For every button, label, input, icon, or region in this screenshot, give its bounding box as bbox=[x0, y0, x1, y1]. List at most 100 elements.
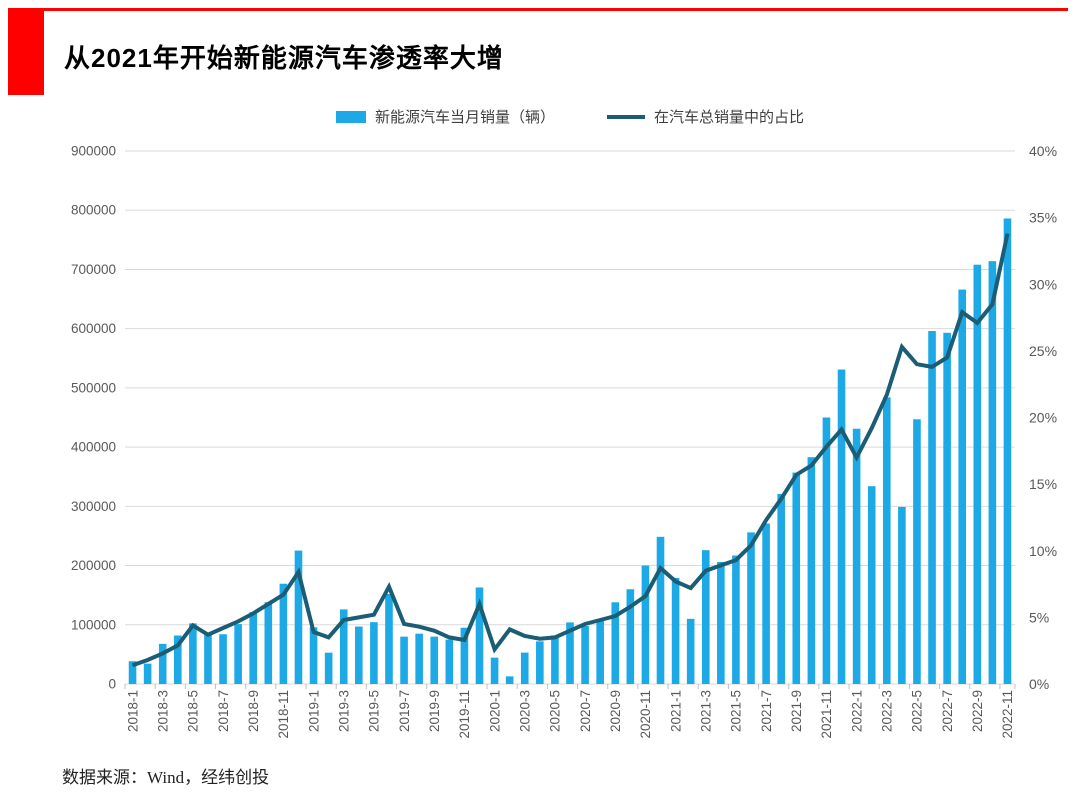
bar-2022-8 bbox=[958, 289, 967, 684]
bar-2019-4 bbox=[355, 626, 363, 684]
y-axis-left-tick-label: 900000 bbox=[71, 144, 116, 159]
bar-2019-7 bbox=[400, 636, 408, 684]
bar-2019-10 bbox=[445, 639, 454, 684]
y-axis-right-tick-label: 35% bbox=[1029, 210, 1057, 226]
y-axis-right-tick-label: 40% bbox=[1029, 143, 1057, 159]
x-axis-tick-label: 2019-3 bbox=[336, 690, 351, 732]
x-axis-tick-label: 2018-3 bbox=[155, 690, 170, 732]
y-axis-right-tick-label: 30% bbox=[1029, 276, 1057, 292]
bar-2022-4 bbox=[898, 506, 906, 684]
x-axis-tick-label: 2021-7 bbox=[759, 690, 774, 732]
line-series-swatch-icon bbox=[607, 114, 645, 119]
penetration-line bbox=[131, 233, 1010, 668]
bar-2018-11 bbox=[279, 583, 288, 684]
bar-2020-5 bbox=[551, 635, 559, 684]
x-axis-tick-label: 2018-5 bbox=[186, 690, 201, 732]
x-axis-tick-label: 2019-9 bbox=[427, 690, 442, 732]
bar-2020-10 bbox=[626, 589, 635, 684]
bar-2021-9 bbox=[792, 472, 801, 684]
bar-2018-1 bbox=[128, 661, 137, 684]
bar-2022-6 bbox=[928, 331, 936, 684]
x-axis-tick-label: 2018-1 bbox=[125, 690, 140, 732]
bar-2018-2 bbox=[143, 663, 152, 684]
bar-2020-6 bbox=[566, 622, 574, 684]
x-axis-tick-label: 2021-9 bbox=[789, 690, 804, 732]
bar-2022-1 bbox=[852, 428, 861, 684]
data-source-note: 数据来源：Wind，经纬创投 bbox=[62, 768, 270, 787]
red-accent-block bbox=[8, 10, 44, 95]
x-axis-tick-label: 2021-3 bbox=[698, 690, 713, 732]
bar-2021-10 bbox=[807, 457, 816, 684]
bar-2020-11 bbox=[641, 565, 650, 684]
y-axis-left-tick-label: 700000 bbox=[71, 262, 116, 277]
x-axis-tick-label: 2021-1 bbox=[668, 690, 683, 732]
bar-2019-5 bbox=[370, 622, 378, 684]
bar-2018-10 bbox=[264, 602, 273, 684]
bar-2021-8 bbox=[777, 493, 785, 684]
bar-2018-7 bbox=[219, 634, 227, 684]
x-axis-tick-label: 2021-5 bbox=[729, 690, 744, 732]
bar-2022-7 bbox=[943, 332, 951, 684]
y-axis-left-tick-label: 200000 bbox=[71, 558, 116, 573]
chart-legend: 新能源汽车当月销量（辆） 在汽车总销量中的占比 bbox=[125, 106, 1015, 127]
legend-item-penetration: 在汽车总销量中的占比 bbox=[607, 106, 804, 127]
bar-2020-4 bbox=[536, 641, 544, 684]
x-axis-tick-label: 2018-7 bbox=[216, 690, 231, 732]
bar-2018-3 bbox=[158, 643, 167, 684]
top-red-rule bbox=[8, 8, 1068, 11]
bar-series-swatch-icon bbox=[335, 110, 366, 123]
bar-2019-1 bbox=[309, 627, 318, 684]
bar-2021-4 bbox=[717, 562, 725, 684]
bar-2019-6 bbox=[385, 593, 393, 684]
legend-label-penetration: 在汽车总销量中的占比 bbox=[654, 109, 805, 126]
bar-2019-9 bbox=[430, 636, 439, 684]
bar-2018-5 bbox=[189, 623, 197, 684]
y-axis-right-tick-label: 20% bbox=[1029, 410, 1057, 426]
bar-2019-8 bbox=[415, 633, 423, 684]
bar-2022-10 bbox=[988, 261, 997, 684]
bar-2020-3 bbox=[520, 652, 529, 684]
y-axis-left-tick-label: 400000 bbox=[71, 440, 116, 455]
x-axis-tick-label: 2018-9 bbox=[246, 690, 261, 732]
bar-2021-3 bbox=[701, 550, 710, 684]
bar-2018-6 bbox=[204, 634, 212, 684]
bar-2020-7 bbox=[581, 625, 589, 684]
bar-2021-7 bbox=[762, 523, 770, 684]
x-axis-tick-label: 2021-11 bbox=[819, 690, 834, 739]
bar-2018-9 bbox=[249, 612, 258, 684]
bar-2021-6 bbox=[747, 532, 755, 684]
y-axis-right-tick-label: 0% bbox=[1029, 676, 1049, 692]
x-axis-tick-label: 2022-9 bbox=[970, 690, 985, 732]
page-title: 从2021年开始新能源汽车渗透率大增 bbox=[64, 43, 504, 73]
bar-2019-2 bbox=[324, 652, 333, 684]
x-axis-tick-label: 2020-5 bbox=[548, 690, 563, 732]
y-axis-right-tick-label: 15% bbox=[1029, 476, 1057, 492]
bar-2020-12 bbox=[656, 536, 665, 684]
x-axis-tick-label: 2020-7 bbox=[578, 690, 593, 732]
bar-2020-8 bbox=[596, 619, 604, 684]
bar-2022-5 bbox=[913, 419, 921, 684]
y-axis-right-tick-label: 5% bbox=[1029, 609, 1049, 625]
bar-2019-12 bbox=[475, 587, 484, 684]
y-axis-left-tick-label: 800000 bbox=[71, 203, 116, 218]
bar-2021-1 bbox=[671, 577, 680, 684]
x-axis-tick-label: 2018-11 bbox=[276, 690, 291, 739]
x-axis-tick-label: 2022-3 bbox=[880, 690, 895, 732]
bar-2020-9 bbox=[611, 602, 620, 684]
y-axis-left-tick-label: 0 bbox=[108, 677, 116, 692]
bar-2021-5 bbox=[732, 555, 740, 684]
legend-item-sales: 新能源汽车当月销量（辆） bbox=[335, 106, 555, 127]
y-axis-left-tick-label: 300000 bbox=[71, 499, 116, 514]
bar-2020-1 bbox=[490, 657, 499, 684]
bar-2022-9 bbox=[973, 264, 982, 684]
bar-2019-11 bbox=[460, 627, 469, 684]
y-axis-left-tick-label: 100000 bbox=[71, 617, 116, 632]
bar-2019-3 bbox=[339, 609, 348, 684]
x-axis-tick-label: 2020-9 bbox=[608, 690, 623, 732]
x-axis-tick-label: 2022-1 bbox=[849, 690, 864, 732]
y-axis-right-tick-label: 10% bbox=[1029, 543, 1057, 559]
x-axis-tick-label: 2019-11 bbox=[457, 690, 472, 739]
legend-label-sales: 新能源汽车当月销量（辆） bbox=[374, 109, 555, 126]
